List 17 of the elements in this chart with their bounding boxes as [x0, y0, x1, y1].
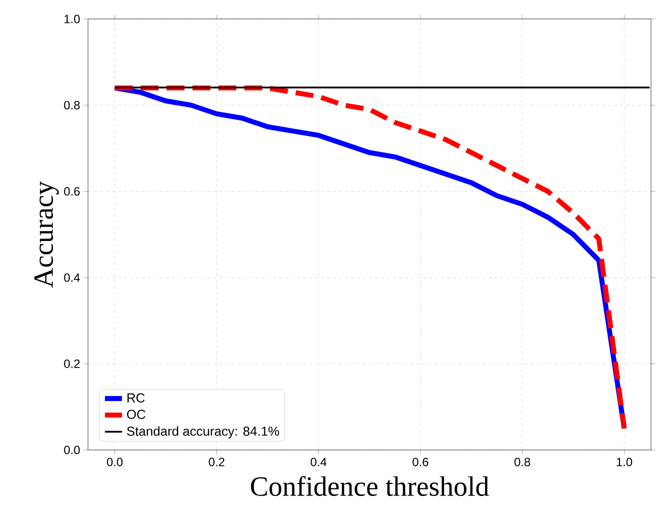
x-tick-label: 0.4: [310, 458, 327, 466]
x-tick-label: 0.2: [208, 458, 224, 466]
y-tick-label: 0.2: [64, 360, 80, 368]
x-tick-label: 0.6: [412, 458, 428, 466]
y-tick-label: 0.8: [64, 100, 80, 110]
legend-label: Standard accuracy: 84.1%: [127, 426, 280, 438]
x-axis-title: Confidence threshold: [250, 476, 489, 496]
x-tick-label: 0.0: [106, 458, 123, 466]
y-axis-title: Accuracy: [34, 181, 59, 288]
x-tick-label: 0.8: [514, 458, 530, 466]
y-tick-label: 0.6: [64, 187, 80, 196]
y-tick-label: 0.4: [64, 273, 80, 282]
y-tick-label: 0.0: [64, 446, 80, 454]
y-tick-label: 1.0: [64, 14, 80, 24]
legend-label: RC: [128, 393, 145, 402]
legend-label: OC: [127, 410, 146, 419]
x-tick-label: 1.0: [616, 458, 632, 466]
